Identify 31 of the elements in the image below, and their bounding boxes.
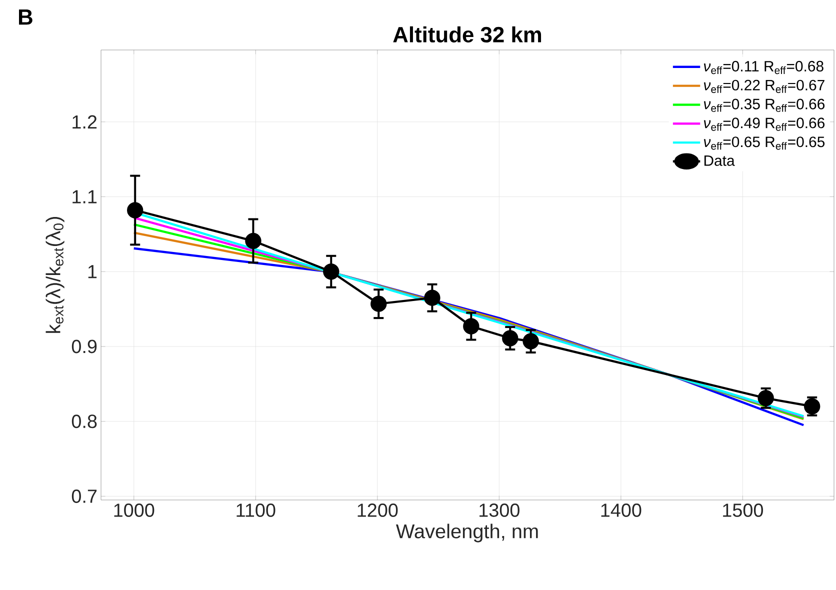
x-tick-label: 1400 [601,504,642,517]
y-tick-label: 1 [88,265,97,278]
point [370,296,387,312]
legend-label: ν$_{eff}$=0.11 R$_{eff}$=0.68 [704,60,824,74]
y-axis-title: k$_{ext}$(λ)/k$_{ext}$(λ$_{0}$) [46,217,64,333]
point [463,318,480,334]
point [127,202,144,218]
point [424,290,440,306]
y-tick-label: 1.2 [72,115,97,128]
x-tick-label: 1100 [236,504,276,517]
x-tick-label: 1300 [480,504,520,517]
y-tick-label: 0.9 [72,340,97,354]
point [323,264,340,280]
x-axis-title: Wavelength, nm [396,524,538,542]
legend-label: ν$_{eff}$=0.22 R$_{eff}$=0.67 [704,80,824,94]
x-tick-label: 1500 [723,504,763,517]
legend-label: ν$_{eff}$=0.35 R$_{eff}$=0.66 [704,98,824,112]
point [502,330,518,346]
legend-label: ν$_{eff}$=0.49 R$_{eff}$=0.66 [704,118,824,131]
point [758,390,774,406]
y-tick-label: 0.7 [72,490,97,503]
chart-title: Altitude 32 km [393,26,542,42]
y-tick-label: 1.1 [72,190,97,204]
x-tick-label: 1000 [114,504,154,517]
x-tick-label: 1200 [358,504,398,517]
legend-label: Data [704,155,735,166]
point [522,333,539,350]
text: B [19,10,32,25]
legend-label: ν$_{eff}$=0.65 R$_{eff}$=0.65 [704,136,825,150]
point [245,232,262,250]
y-tick-label: 0.8 [72,414,97,428]
